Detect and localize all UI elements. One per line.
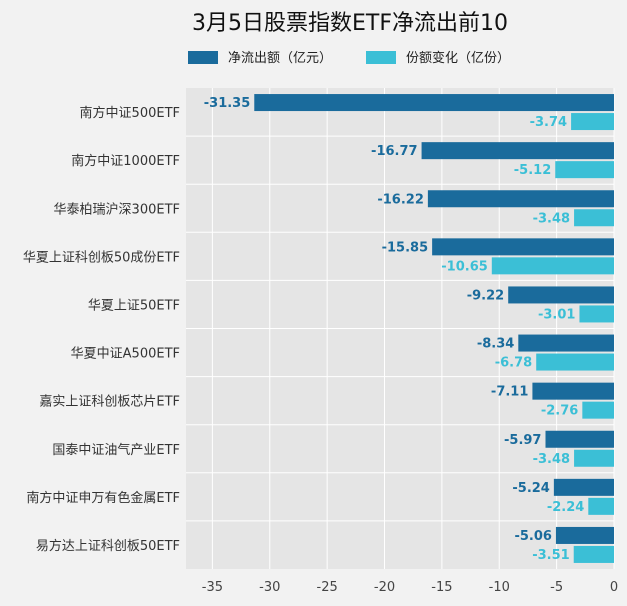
data-label-net-outflow: -15.85 bbox=[382, 240, 429, 255]
data-label-net-outflow: -31.35 bbox=[204, 96, 251, 111]
category-label: 华夏中证A500ETF bbox=[71, 347, 180, 362]
bar-share-change bbox=[574, 209, 614, 227]
x-tick-label: -35 bbox=[202, 580, 223, 595]
legend-swatch-net-outflow bbox=[188, 51, 218, 64]
bar-net-outflow bbox=[254, 94, 615, 112]
data-label-share-change: -3.74 bbox=[530, 115, 567, 130]
data-label-share-change: -3.01 bbox=[538, 307, 575, 322]
legend-swatch-share-change bbox=[366, 51, 396, 64]
bar-share-change bbox=[573, 545, 614, 563]
category-label: 易方达上证科创板50ETF bbox=[36, 538, 180, 554]
chart-title: 3月5日股票指数ETF净流出前10 bbox=[192, 11, 508, 36]
category-label: 嘉实上证科创板芯片ETF bbox=[39, 395, 180, 410]
data-label-net-outflow: -5.24 bbox=[512, 481, 549, 496]
data-label-share-change: -6.78 bbox=[495, 356, 532, 371]
data-label-net-outflow: -7.11 bbox=[491, 385, 528, 400]
category-label: 华夏上证50ETF bbox=[88, 298, 180, 313]
data-label-net-outflow: -5.06 bbox=[514, 529, 551, 544]
bar-net-outflow bbox=[532, 382, 614, 400]
category-label: 华泰柏瑞沪深300ETF bbox=[54, 201, 180, 217]
bar-net-outflow bbox=[545, 430, 614, 448]
category-label: 国泰中证油气产业ETF bbox=[52, 442, 180, 458]
data-label-share-change: -3.51 bbox=[532, 548, 569, 563]
bar-share-change bbox=[571, 113, 614, 131]
x-tick-label: -20 bbox=[374, 580, 395, 595]
bar-net-outflow bbox=[427, 190, 614, 208]
x-tick-label: -15 bbox=[431, 580, 452, 595]
category-label: 南方中证1000ETF bbox=[71, 153, 180, 169]
bar-share-change bbox=[579, 305, 614, 323]
legend: 净流出额（亿元） 份额变化（亿份） bbox=[188, 50, 510, 66]
data-label-share-change: -3.48 bbox=[533, 211, 570, 226]
data-label-net-outflow: -5.97 bbox=[504, 433, 541, 448]
data-label-net-outflow: -16.22 bbox=[377, 192, 424, 207]
x-tick-label: 0 bbox=[610, 580, 618, 595]
data-label-share-change: -3.48 bbox=[533, 452, 570, 467]
bar-share-change bbox=[582, 401, 614, 419]
x-tick-label: -25 bbox=[317, 580, 338, 595]
category-label: 华夏上证科创板50成份ETF bbox=[23, 250, 180, 265]
x-tick-label: -10 bbox=[489, 580, 510, 595]
bar-share-change bbox=[588, 497, 614, 515]
legend-label-share-change: 份额变化（亿份） bbox=[406, 50, 510, 66]
x-tick-label: -30 bbox=[259, 580, 280, 595]
bar-share-change bbox=[574, 449, 614, 467]
category-label: 南方中证500ETF bbox=[80, 105, 180, 121]
bar-net-outflow bbox=[508, 286, 614, 304]
data-label-share-change: -2.76 bbox=[541, 404, 578, 419]
bar-net-outflow bbox=[421, 142, 614, 160]
legend-label-net-outflow: 净流出额（亿元） bbox=[228, 51, 332, 66]
data-label-share-change: -5.12 bbox=[514, 163, 551, 178]
data-label-share-change: -10.65 bbox=[441, 259, 488, 274]
bar-share-change bbox=[536, 353, 614, 371]
bar-net-outflow bbox=[432, 238, 614, 256]
data-label-net-outflow: -16.77 bbox=[371, 144, 418, 159]
x-tick-label: -5 bbox=[550, 580, 563, 595]
category-label: 南方中证申万有色金属ETF bbox=[26, 490, 180, 506]
bar-share-change bbox=[491, 257, 614, 275]
data-label-net-outflow: -9.22 bbox=[467, 288, 504, 303]
bar-net-outflow bbox=[555, 526, 614, 544]
bar-net-outflow bbox=[518, 334, 614, 352]
bar-share-change bbox=[555, 161, 614, 179]
data-label-net-outflow: -8.34 bbox=[477, 337, 514, 352]
data-label-share-change: -2.24 bbox=[547, 500, 584, 515]
bar-net-outflow bbox=[553, 478, 614, 496]
